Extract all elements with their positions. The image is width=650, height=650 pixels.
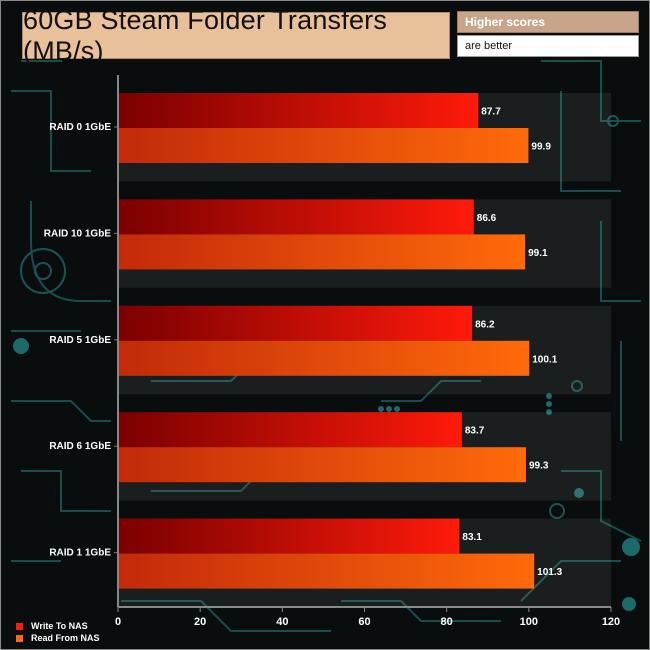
bar-write-to-nas (118, 518, 460, 554)
data-label-read: 99.9 (531, 142, 551, 153)
legend-label-read: Read From NAS (31, 633, 100, 643)
x-tick-label: 100 (520, 616, 538, 628)
data-label-write: 83.7 (465, 426, 485, 437)
category-label: RAID 1 1GbE (49, 548, 111, 559)
legend-label-write: Write To NAS (31, 621, 88, 631)
bar-write-to-nas (118, 199, 474, 235)
data-label-write: 83.1 (462, 532, 482, 543)
hint-box-higher: Higher scores (457, 11, 639, 33)
hint-box-better: are better (457, 35, 639, 57)
data-label-read: 99.3 (529, 461, 549, 472)
bar-write-to-nas (118, 305, 473, 341)
x-tick-label: 0 (115, 616, 121, 628)
data-label-read: 101.3 (537, 567, 562, 578)
category-label: RAID 10 1GbE (44, 228, 112, 239)
bar-write-to-nas (118, 93, 479, 128)
data-label-write: 86.6 (477, 213, 497, 224)
x-tick-label: 20 (194, 616, 206, 628)
axes-group: RAID 0 1GbE RAID 10 1GbE RAID 5 1GbE RAID 6… (44, 75, 620, 628)
data-label-write: 86.2 (475, 319, 495, 330)
bar-read-from-nas (118, 340, 530, 376)
data-label-write: 87.7 (481, 107, 501, 118)
bar-write-to-nas (118, 412, 462, 448)
x-tick-label: 120 (602, 616, 620, 628)
data-label-read: 100.1 (532, 354, 557, 365)
legend-swatch-read (16, 634, 23, 642)
category-label: RAID 6 1GbE (49, 441, 111, 452)
title-box: 60GB Steam Folder Transfers (MB/s) (22, 5, 450, 66)
category-label: RAID 0 1GbE (49, 122, 111, 133)
category-label: RAID 5 1GbE (49, 335, 111, 346)
legend-swatch-write (16, 622, 23, 630)
data-label-read: 99.1 (528, 248, 548, 259)
chart-title: 60GB Steam Folder Transfers (MB/s) (23, 4, 388, 66)
hint-label-higher: Higher scores (465, 15, 546, 29)
bar-read-from-nas (118, 128, 529, 163)
bar-read-from-nas (118, 234, 526, 270)
legend-item-read: Read From NAS (16, 633, 100, 643)
hint-label-better: are better (465, 40, 513, 52)
bar-read-from-nas (118, 447, 526, 483)
legend-item-write: Write To NAS (16, 621, 88, 631)
x-tick-label: 40 (276, 616, 288, 628)
bars-group: 87.7 99.9 86.6 99.1 86.2 100.1 83.7 99.3 83.1 101… (118, 93, 563, 589)
bar-read-from-nas (118, 553, 535, 589)
x-tick-label: 80 (441, 616, 453, 628)
x-tick-label: 60 (358, 616, 370, 628)
